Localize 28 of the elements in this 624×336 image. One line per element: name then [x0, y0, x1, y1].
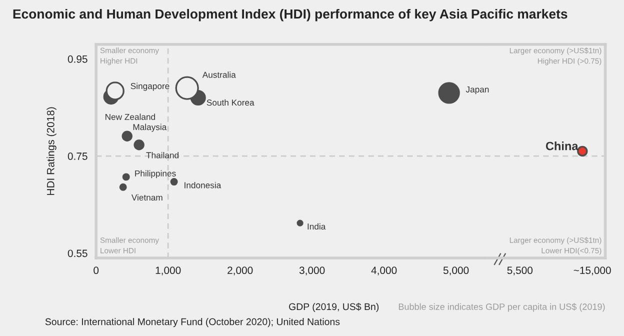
y-tick-label: 0.55: [68, 250, 88, 258]
source-note: Source: International Monetary Fund (October 2020); United Nations: [45, 318, 340, 328]
annotation: Vietnam: [131, 194, 162, 201]
x-tick-label: ~15,000: [574, 266, 611, 276]
y-tick-label: 0.75: [68, 152, 88, 160]
annotation: Singapore: [130, 82, 170, 91]
annotation: Philippines: [135, 170, 176, 178]
annotation: Thailand: [146, 152, 178, 158]
annotation: New Zealand: [106, 114, 156, 120]
annotation: Japan: [466, 86, 489, 94]
annotation: Indonesia: [184, 182, 222, 188]
x-tick-label: 5,500: [507, 266, 533, 276]
annotation: China: [546, 142, 578, 150]
annotation: Australia: [202, 72, 236, 78]
x-tick-label: 1,000: [156, 266, 181, 276]
x-tick-label: 0: [94, 266, 99, 274]
chart-title: Economic and Human Development Index (HDI) performance of key Asia Pacific markets: [13, 8, 568, 22]
annotation: Malaysia: [133, 124, 167, 132]
y-tick-label: 0.95: [68, 55, 88, 63]
x-tick-label: 4,000: [371, 266, 397, 276]
x-tick-label: 3,000: [299, 266, 325, 276]
x-tick-label: 5,000: [443, 266, 469, 276]
x-tick-label: 2,000: [228, 266, 253, 276]
text: Bubble size indicates GDP per capita in US$ (2019): [398, 303, 605, 312]
annotation: India: [308, 223, 326, 230]
x-axis-title: GDP (2019, US$ Bn): [289, 302, 379, 312]
y-axis-title: HDI Ratings (2018): [46, 107, 56, 195]
annotation: South Korea: [206, 99, 254, 106]
